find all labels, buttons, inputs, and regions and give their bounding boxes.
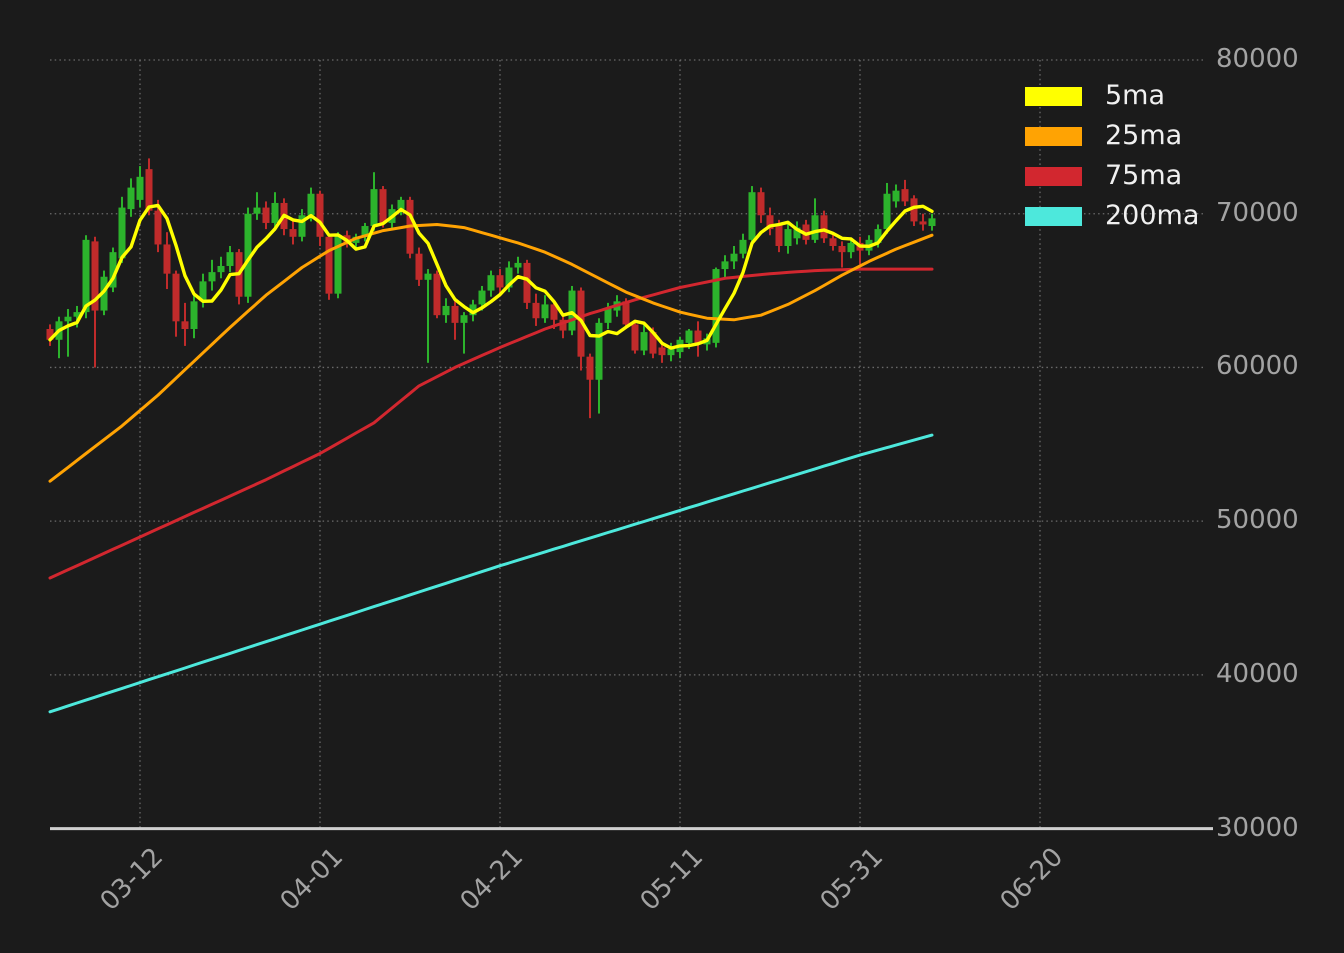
legend-swatch-200ma [1025, 206, 1082, 226]
legend-item-200ma: 200ma [1025, 196, 1199, 236]
legend-label-25ma: 25ma [1105, 120, 1183, 151]
legend-swatch-75ma [1025, 166, 1082, 186]
legend-label-5ma: 5ma [1105, 80, 1166, 111]
legend-item-75ma: 75ma [1025, 156, 1199, 196]
legend: 5ma 25ma 75ma 200ma [1025, 76, 1199, 236]
y-axis-tick-label: 30000 [1216, 812, 1299, 843]
y-axis-tick-label: 50000 [1216, 504, 1299, 535]
legend-item-5ma: 5ma [1025, 76, 1199, 116]
legend-item-25ma: 25ma [1025, 116, 1199, 156]
legend-swatch-5ma [1025, 86, 1082, 106]
y-axis-tick-label: 80000 [1216, 43, 1299, 74]
y-axis-tick-label: 70000 [1216, 197, 1299, 228]
legend-label-75ma: 75ma [1105, 160, 1183, 191]
y-axis-tick-label: 40000 [1216, 658, 1299, 689]
y-axis-tick-label: 60000 [1216, 351, 1299, 382]
legend-swatch-25ma [1025, 126, 1082, 146]
legend-label-200ma: 200ma [1105, 200, 1200, 231]
